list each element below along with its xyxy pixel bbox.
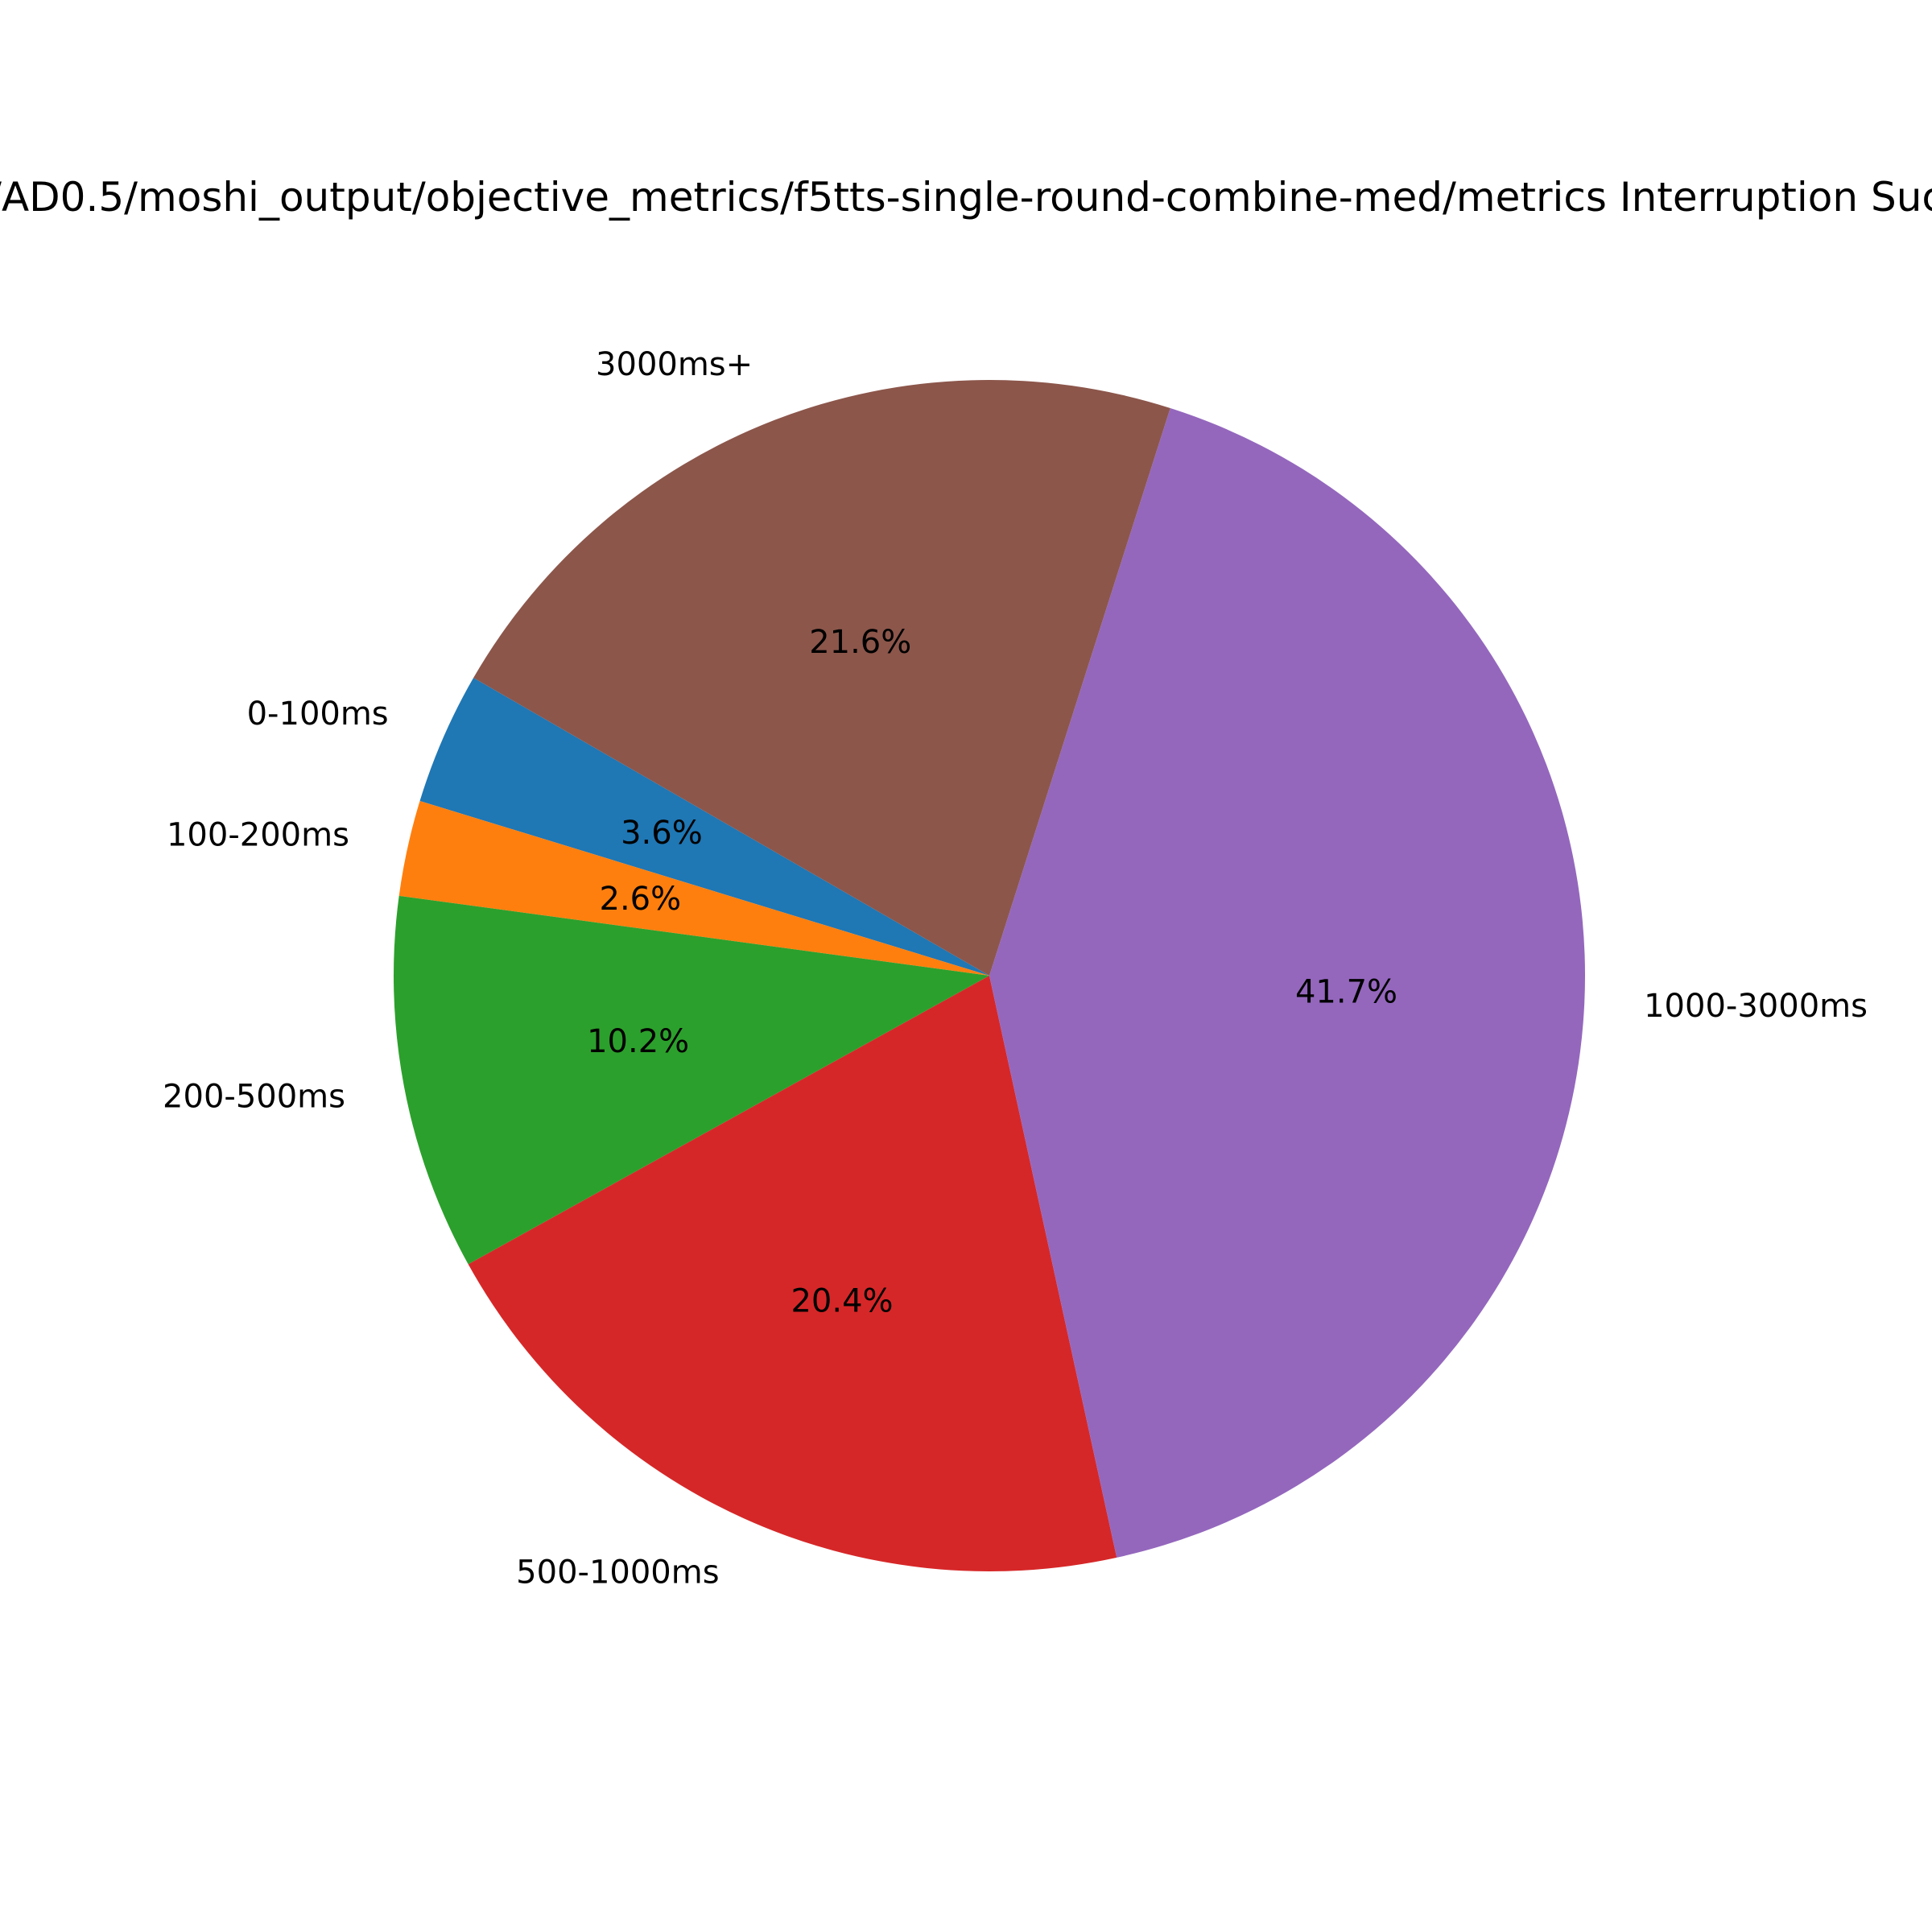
pie-slice-200-500ms — [394, 895, 989, 1265]
slice-label: 100-200ms — [167, 817, 349, 854]
chart-title: /AD0.5/moshi_output/objective_metrics/f5… — [0, 174, 1932, 221]
pie-slice-3000ms+ — [473, 380, 1170, 976]
slice-percent-label: 41.7% — [1295, 974, 1397, 1011]
slice-label: 0-100ms — [247, 696, 389, 733]
slice-label: 200-500ms — [163, 1078, 345, 1115]
pie-slice-100-200ms — [398, 800, 990, 976]
slice-percent-label: 20.4% — [791, 1283, 893, 1320]
slice-percent-label: 2.6% — [600, 881, 682, 918]
pie-labels: 0-100ms 3.6% 100-200ms 2.6% 200-500ms 10.2% 50… — [163, 346, 1868, 1591]
slice-percent-label: 3.6% — [621, 815, 703, 852]
slice-percent-label: 21.6% — [809, 624, 911, 661]
pie-slice-500-1000ms — [468, 976, 1117, 1571]
slice-label: 1000-3000ms — [1644, 988, 1868, 1025]
slice-label: 500-1000ms — [516, 1554, 719, 1591]
slice-percent-label: 10.2% — [587, 1023, 689, 1060]
pie-slices — [394, 380, 1585, 1571]
pie-slice-1000-3000ms — [989, 407, 1585, 1558]
pie-slice-0-100ms — [419, 678, 989, 976]
slice-label: 3000ms+ — [596, 346, 753, 383]
